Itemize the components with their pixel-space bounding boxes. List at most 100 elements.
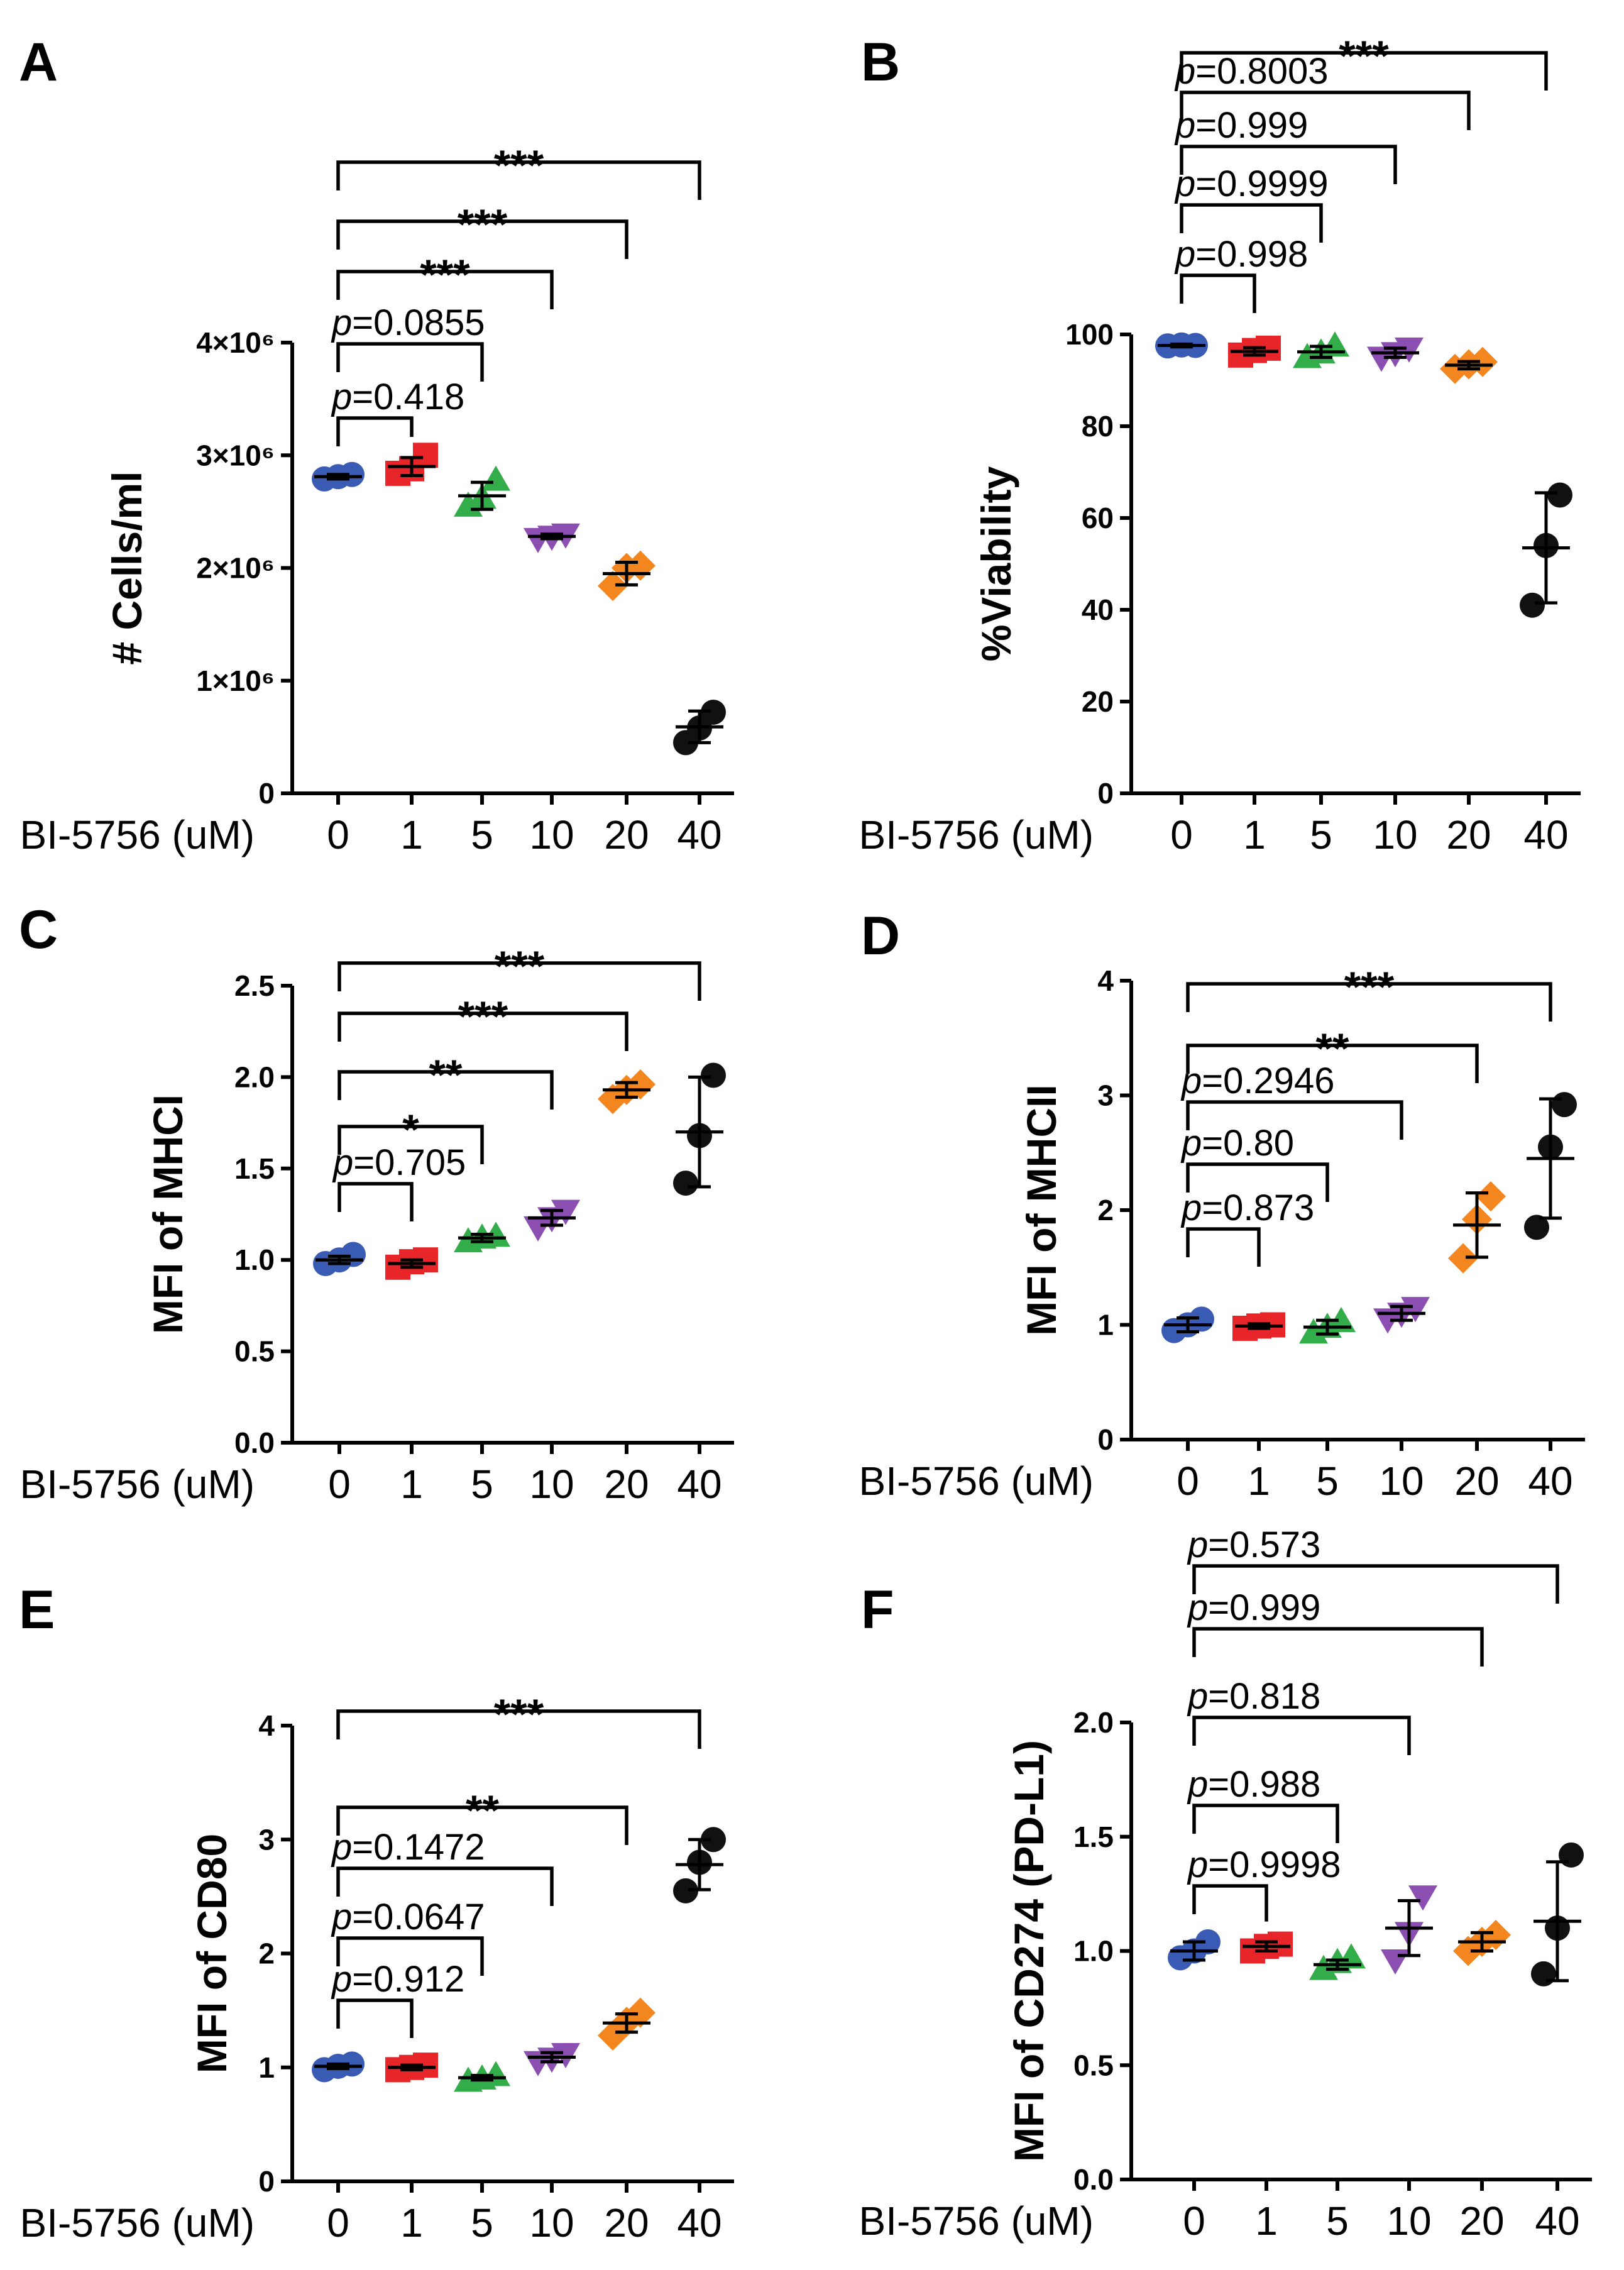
x-tick-label: 20 <box>604 812 649 857</box>
data-point-20-0 <box>1448 1243 1478 1274</box>
y-tick-label: 1 <box>1097 1309 1114 1342</box>
x-tick-label: 40 <box>677 812 721 857</box>
significance-bracket-40 <box>1186 982 1552 1022</box>
significance-label-10: ** <box>429 1051 463 1099</box>
data-point-40-0 <box>1520 592 1545 618</box>
y-tick-label: 0.0 <box>1073 2163 1114 2196</box>
significance-label-20: p=0.8003 <box>1174 51 1329 92</box>
significance-label-40: *** <box>495 942 545 990</box>
data-point-0-2 <box>1195 1929 1221 1954</box>
y-tick-label: 80 <box>1082 410 1114 443</box>
y-tick-label: 0 <box>258 777 275 810</box>
x-tick-label: 5 <box>1326 2198 1349 2244</box>
x-tick-label: 5 <box>1316 1458 1339 1504</box>
y-axis-label: MFI of CD80 <box>189 1834 235 2073</box>
significance-label-10: p=0.1472 <box>331 1827 485 1868</box>
x-tick-label: 20 <box>604 2200 649 2245</box>
x-tick-label: 20 <box>1459 2198 1504 2244</box>
significance-bracket-10 <box>336 1866 554 1906</box>
significance-label-1: p=0.873 <box>1180 1187 1314 1228</box>
significance-bracket-5 <box>336 1936 484 1976</box>
significance-label-1: p=0.705 <box>332 1142 466 1183</box>
x-axis-label: BI-5756 (uM) <box>859 2198 1094 2244</box>
significance-bracket-20 <box>1192 1627 1484 1667</box>
panel-c: C 0.0 0.5 1.0 1.5 2.0 2.5 0 1 5 10 20 40 BI-5756 (uM)… <box>19 900 734 1507</box>
significance-bracket-5 <box>336 342 484 382</box>
y-tick-label: 3 <box>258 1823 275 1856</box>
y-axis-label: # Cells/ml <box>104 471 150 664</box>
y-tick-label: 0.0 <box>234 1426 275 1459</box>
data-point-40-2 <box>701 699 726 725</box>
x-axis-label: BI-5756 (uM) <box>20 1462 255 1507</box>
y-tick-label: 1×10⁶ <box>196 664 275 697</box>
significance-bracket-10 <box>337 1070 554 1110</box>
y-tick-label: 0 <box>1097 777 1114 810</box>
significance-bracket-20 <box>337 1011 628 1051</box>
y-axis-label: MFI of MHCI <box>145 1094 191 1334</box>
y-tick-label: 2 <box>258 1937 275 1970</box>
data-point-5-2 <box>481 465 510 491</box>
significance-bracket-10 <box>1180 145 1397 184</box>
x-axis-label: BI-5756 (uM) <box>859 812 1094 857</box>
y-tick-label: 4×10⁶ <box>196 326 275 359</box>
y-axis-label: MFI of MHCII <box>1018 1084 1065 1336</box>
significance-bracket-5 <box>1180 203 1323 243</box>
x-tick-label: 5 <box>471 812 493 857</box>
x-tick-label: 20 <box>1454 1458 1499 1504</box>
significance-label-5: p=0.0855 <box>331 302 485 343</box>
significance-bracket-1 <box>1192 1884 1268 1922</box>
x-tick-label: 40 <box>677 1462 721 1507</box>
significance-label-20: ** <box>1316 1025 1349 1072</box>
data-point-1-2 <box>1268 1931 1293 1957</box>
significance-bracket-20 <box>336 1805 628 1845</box>
x-tick-label: 0 <box>327 2200 349 2245</box>
significance-label-1: p=0.9998 <box>1187 1844 1341 1885</box>
data-point-40-2 <box>701 1827 726 1853</box>
data-point-10-2 <box>1408 1885 1437 1911</box>
x-tick-label: 0 <box>1183 2198 1205 2244</box>
significance-bracket-5 <box>337 1125 484 1164</box>
data-point-10-2 <box>1395 337 1424 363</box>
data-point-10-2 <box>551 1199 580 1225</box>
x-tick-label: 0 <box>1177 1458 1199 1504</box>
y-tick-label: 0.5 <box>234 1335 275 1368</box>
significance-bracket-20 <box>1186 1044 1479 1083</box>
significance-bracket-20 <box>1180 91 1471 130</box>
significance-bracket-20 <box>336 219 628 259</box>
y-tick-label: 1.0 <box>1073 1935 1114 1968</box>
significance-bracket-40 <box>1180 51 1548 91</box>
x-tick-label: 0 <box>327 812 349 857</box>
x-tick-label: 0 <box>328 1462 351 1507</box>
data-point-40-2 <box>1559 1842 1584 1868</box>
data-point-40-2 <box>701 1062 726 1088</box>
significance-label-10: *** <box>420 251 470 299</box>
data-point-40-0 <box>673 1171 698 1196</box>
significance-label-20: p=0.999 <box>1187 1587 1320 1628</box>
y-tick-label: 0.5 <box>1073 2049 1114 2081</box>
data-point-1-2 <box>413 443 438 468</box>
x-tick-label: 40 <box>1535 2198 1579 2244</box>
y-tick-label: 2.5 <box>234 969 275 1002</box>
data-point-0-2 <box>339 461 365 487</box>
significance-label-40: *** <box>1344 963 1395 1011</box>
y-axis-label: MFI of CD274 (PD-L1) <box>1006 1740 1052 2162</box>
significance-bracket-5 <box>1192 1804 1339 1843</box>
data-point-40-0 <box>673 1878 698 1904</box>
x-tick-label: 40 <box>1523 812 1568 857</box>
significance-label-5: p=0.988 <box>1187 1764 1320 1805</box>
data-point-10-0 <box>524 1216 552 1242</box>
y-tick-label: 1.5 <box>234 1152 275 1185</box>
significance-bracket-1 <box>337 1182 414 1221</box>
significance-label-10: p=0.2946 <box>1180 1061 1335 1101</box>
data-point-20-0 <box>598 571 628 602</box>
significance-label-1: p=0.998 <box>1174 234 1308 275</box>
panel-b: B 0 20 40 60 80 100 0 1 5 10 20 40 BI-5756 (uM) %Viabi… <box>859 32 1581 857</box>
x-axis-label: BI-5756 (uM) <box>859 1458 1094 1504</box>
x-tick-label: 20 <box>604 1462 649 1507</box>
y-tick-label: 100 <box>1065 318 1114 351</box>
x-axis-label: BI-5756 (uM) <box>20 812 255 857</box>
y-tick-label: 0 <box>258 2165 275 2198</box>
x-axis-label: BI-5756 (uM) <box>20 2200 255 2245</box>
